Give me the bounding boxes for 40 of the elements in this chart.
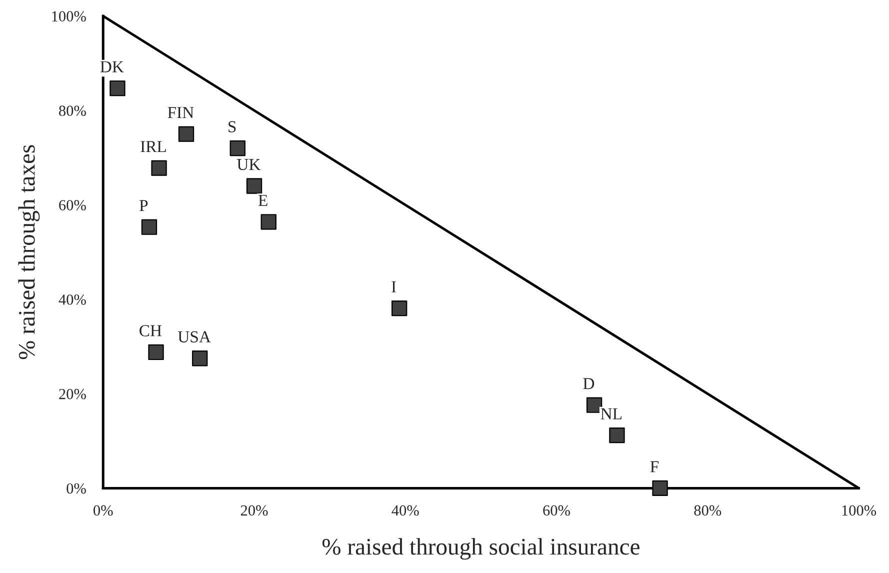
y-tick-label: 60%: [59, 200, 86, 210]
point: [192, 350, 208, 366]
y-tick-label: 40%: [58, 294, 86, 305]
annotation: USA: [178, 331, 211, 342]
y-tick-label: 100%: [52, 11, 86, 22]
y-tick-label: 0%: [66, 483, 86, 494]
x-tick-label: 0%: [94, 505, 113, 516]
point: [141, 219, 158, 235]
annotation: S: [228, 121, 236, 132]
y-tick-label: 80%: [59, 106, 86, 116]
x-axis-title: % raised through social insurance: [322, 538, 640, 560]
annotation: IRL: [140, 141, 166, 152]
annotation: E: [258, 194, 268, 206]
x-tick-label: 40%: [392, 505, 419, 516]
annotation: F: [650, 461, 659, 472]
point: [260, 214, 276, 230]
point: [586, 397, 602, 413]
point: [609, 427, 625, 444]
annotation: DK: [100, 61, 124, 72]
x-tick-label: 100%: [842, 505, 876, 516]
point: [178, 126, 194, 142]
y-axis-title: % raised through taxes: [18, 145, 40, 360]
annotation: I: [392, 281, 396, 292]
annotation: P: [140, 200, 148, 212]
point: [230, 140, 246, 156]
point: [246, 178, 262, 194]
annotation: UK: [237, 159, 261, 170]
annotation: D: [583, 378, 594, 390]
point: [148, 344, 164, 360]
point: [151, 160, 167, 176]
annotation: NL: [600, 408, 622, 420]
point: [652, 480, 668, 496]
annotation: FIN: [168, 107, 194, 118]
x-tick-label: 80%: [694, 505, 722, 516]
point: [392, 300, 408, 316]
y-tick-label: 20%: [59, 388, 86, 400]
x-tick-label: 60%: [543, 505, 570, 516]
annotation: CH: [140, 325, 162, 336]
point: [110, 80, 126, 96]
x-tick-label: 20%: [240, 505, 268, 516]
